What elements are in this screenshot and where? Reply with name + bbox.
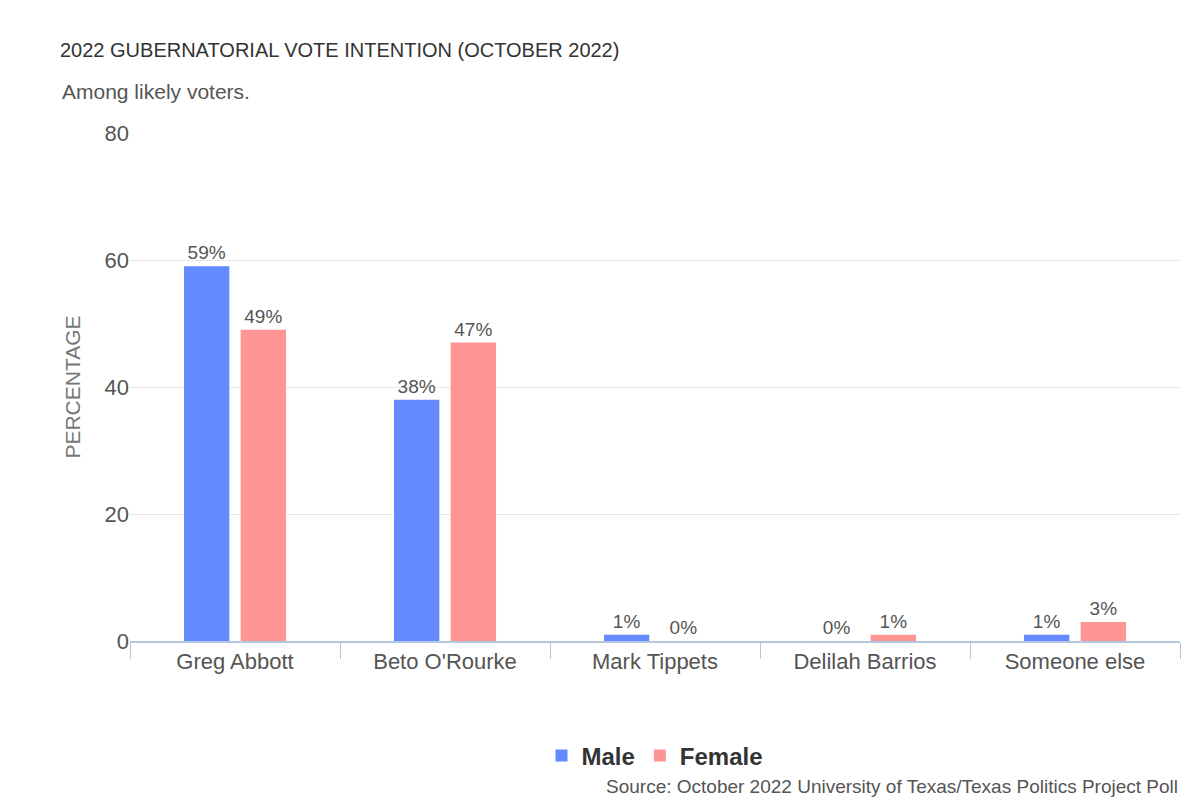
svg-text:Delilah Barrios: Delilah Barrios: [793, 649, 936, 674]
svg-text:1%: 1%: [613, 611, 641, 632]
svg-text:49%: 49%: [244, 306, 282, 327]
svg-text:0%: 0%: [823, 617, 851, 638]
svg-text:Someone else: Someone else: [1005, 649, 1146, 674]
svg-text:60: 60: [105, 248, 129, 273]
svg-text:1%: 1%: [1033, 611, 1061, 632]
svg-text:40: 40: [105, 375, 129, 400]
svg-text:Beto O'Rourke: Beto O'Rourke: [373, 649, 517, 674]
svg-text:PERCENTAGE: PERCENTAGE: [61, 315, 84, 458]
svg-text:1%: 1%: [880, 611, 908, 632]
svg-text:0: 0: [117, 629, 129, 654]
svg-text:Mark Tippets: Mark Tippets: [592, 649, 718, 674]
svg-text:Greg Abbott: Greg Abbott: [176, 649, 293, 674]
svg-text:20: 20: [105, 502, 129, 527]
svg-text:47%: 47%: [454, 319, 492, 340]
svg-text:0%: 0%: [670, 617, 698, 638]
svg-text:Male: Male: [582, 743, 635, 770]
svg-text:80: 80: [105, 121, 129, 146]
svg-text:Among likely voters.: Among likely voters.: [62, 80, 250, 103]
svg-text:Source: October 2022 Universit: Source: October 2022 University of Texas…: [606, 776, 1178, 797]
svg-text:3%: 3%: [1090, 598, 1118, 619]
svg-text:2022 GUBERNATORIAL VOTE INTENT: 2022 GUBERNATORIAL VOTE INTENTION (OCTOB…: [60, 39, 619, 61]
svg-text:38%: 38%: [398, 376, 436, 397]
svg-text:59%: 59%: [188, 242, 226, 263]
svg-text:Female: Female: [680, 743, 763, 770]
